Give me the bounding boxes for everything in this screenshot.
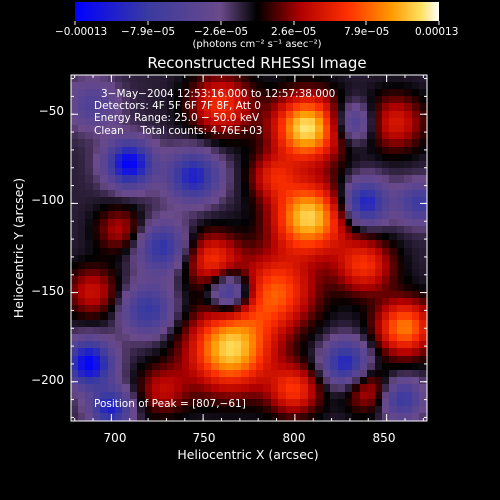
colorbar-units-label: (photons cm⁻² s⁻¹ asec⁻²)	[192, 39, 321, 50]
x-axis-label: Heliocentric X (arcsec)	[177, 447, 318, 462]
energy-range-annotation: Energy Range: 25.0 − 50.0 keV	[94, 112, 260, 124]
colorbar: −0.00013 −7.9e−05 −2.6e−05 2.6e−05 7.9e−…	[55, 2, 458, 50]
colorbar-tick-label-4: 7.9e−05	[344, 26, 389, 38]
colorbar-tick-label-5: 0.00013	[415, 26, 458, 38]
x-tick-label-800: 800	[283, 431, 306, 445]
plot-area: 3−May−2004 12:53:16.000 to 12:57:38.000 …	[70, 74, 428, 422]
colorbar-tick-label-1: −7.9e−05	[121, 26, 175, 38]
axis-ticks	[71, 75, 427, 421]
clean-counts-annotation: Clean Total counts: 4.76E+03	[94, 125, 263, 137]
colorbar-tick-label-2: −2.6e−05	[194, 26, 248, 38]
plot-frame	[70, 74, 428, 422]
detectors-annotation: Detectors: 4F 5F 6F 7F 8F, Att 0	[94, 100, 261, 112]
colorbar-tick-label-0: −0.00013	[55, 26, 107, 38]
y-tick-label-neg150: −150	[31, 284, 64, 298]
colorbar-tick-label-3: 2.6e−05	[271, 26, 316, 38]
chart-title: Reconstructed RHESSI Image	[147, 54, 366, 72]
x-tick-label-850: 850	[373, 431, 396, 445]
heatmap-image	[71, 75, 427, 421]
colorbar-ticks	[74, 21, 440, 25]
y-tick-label-neg50: −50	[39, 104, 64, 118]
time-range-annotation: 3−May−2004 12:53:16.000 to 12:57:38.000	[101, 88, 335, 100]
y-tick-label-neg200: −200	[31, 373, 64, 387]
y-tick-label-neg100: −100	[31, 193, 64, 207]
colorbar-gradient	[75, 2, 439, 21]
x-tick-label-700: 700	[104, 431, 127, 445]
y-axis-label: Heliocentric Y (arcsec)	[11, 178, 26, 318]
peak-position-annotation: Position of Peak = [807,−61]	[94, 398, 246, 410]
x-tick-label-750: 750	[193, 431, 216, 445]
